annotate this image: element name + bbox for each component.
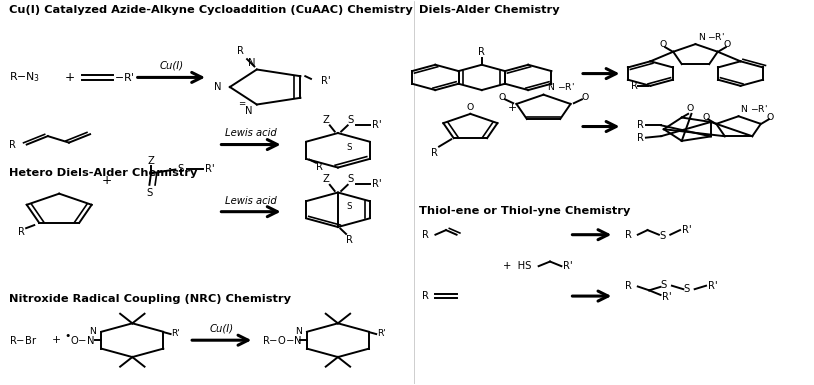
Text: R: R <box>237 46 244 56</box>
Text: •: • <box>64 331 71 341</box>
Text: O: O <box>703 112 710 122</box>
Text: O: O <box>686 104 694 113</box>
Text: R': R' <box>707 281 717 291</box>
Text: Z: Z <box>147 156 155 166</box>
Text: O: O <box>767 112 774 122</box>
Text: S: S <box>346 202 352 211</box>
Text: O: O <box>660 40 667 49</box>
Text: S: S <box>348 174 354 184</box>
Text: Cu(I): Cu(I) <box>210 323 234 333</box>
Text: R': R' <box>321 76 330 86</box>
Text: R': R' <box>172 329 181 338</box>
Text: N: N <box>214 82 221 92</box>
Text: R: R <box>18 228 24 238</box>
Text: Cu(I): Cu(I) <box>160 60 183 70</box>
Text: R': R' <box>204 164 214 174</box>
Text: Thiol-ene or Thiol-yne Chemistry: Thiol-ene or Thiol-yne Chemistry <box>419 206 631 216</box>
Text: R: R <box>637 133 644 143</box>
Text: +: + <box>51 335 60 345</box>
Text: R: R <box>631 81 637 91</box>
Text: +: + <box>508 103 517 113</box>
Text: R: R <box>479 47 485 57</box>
Text: Lewis acid: Lewis acid <box>225 196 277 206</box>
Text: R': R' <box>372 179 382 189</box>
Text: Hetero Diels-Alder Chemistry: Hetero Diels-Alder Chemistry <box>9 167 197 177</box>
Text: R$-$N$_3$: R$-$N$_3$ <box>9 70 40 84</box>
Text: R: R <box>9 139 15 149</box>
Text: S: S <box>683 284 689 294</box>
Text: N: N <box>245 106 252 116</box>
Text: R': R' <box>662 292 672 302</box>
Text: R: R <box>316 162 323 172</box>
Text: S: S <box>147 188 152 198</box>
Text: O: O <box>498 93 505 102</box>
Text: R': R' <box>563 261 573 271</box>
Text: R: R <box>346 235 353 245</box>
Text: $-$R': $-$R' <box>707 31 724 42</box>
Text: R: R <box>625 281 632 291</box>
Text: R: R <box>637 121 644 131</box>
Text: $-$R': $-$R' <box>557 81 575 92</box>
Text: $-$R': $-$R' <box>750 103 768 114</box>
Text: S: S <box>346 143 352 152</box>
Text: O: O <box>581 93 589 102</box>
Text: O: O <box>466 103 474 112</box>
Text: O$-$N: O$-$N <box>70 334 94 346</box>
Text: O: O <box>724 40 731 49</box>
Text: =: = <box>239 99 246 108</box>
Text: Nitroxide Radical Coupling (NRC) Chemistry: Nitroxide Radical Coupling (NRC) Chemist… <box>9 294 291 304</box>
Text: +: + <box>101 174 112 187</box>
Text: R$-$Br: R$-$Br <box>9 334 37 346</box>
Text: R: R <box>431 148 437 158</box>
Text: R: R <box>422 291 428 301</box>
Text: R': R' <box>377 329 386 338</box>
Text: R: R <box>422 230 428 240</box>
Text: N: N <box>248 58 256 68</box>
Text: R': R' <box>681 225 691 235</box>
Text: Z: Z <box>323 115 330 125</box>
Text: Cu(I) Catalyzed Azide-Alkyne Cycloaddition (CuAAC) Chemistry: Cu(I) Catalyzed Azide-Alkyne Cycloadditi… <box>9 5 413 15</box>
Text: S: S <box>660 280 667 290</box>
Text: Z: Z <box>323 174 330 184</box>
Text: N: N <box>698 33 705 42</box>
Text: S: S <box>659 231 665 241</box>
Text: +  HS: + HS <box>503 261 532 271</box>
Text: N: N <box>740 105 747 114</box>
Text: R': R' <box>372 120 382 130</box>
Text: Diels-Alder Chemistry: Diels-Alder Chemistry <box>419 5 560 15</box>
Text: N: N <box>295 327 302 336</box>
Text: $-$R': $-$R' <box>115 71 135 84</box>
Text: N: N <box>547 84 554 92</box>
Text: N: N <box>90 327 97 336</box>
Text: S: S <box>348 115 354 125</box>
Text: Lewis acid: Lewis acid <box>225 129 277 139</box>
Text: R: R <box>625 230 632 240</box>
Text: S: S <box>177 164 184 174</box>
Text: R$-$O$-$N: R$-$O$-$N <box>262 334 303 346</box>
Text: +: + <box>64 71 75 84</box>
